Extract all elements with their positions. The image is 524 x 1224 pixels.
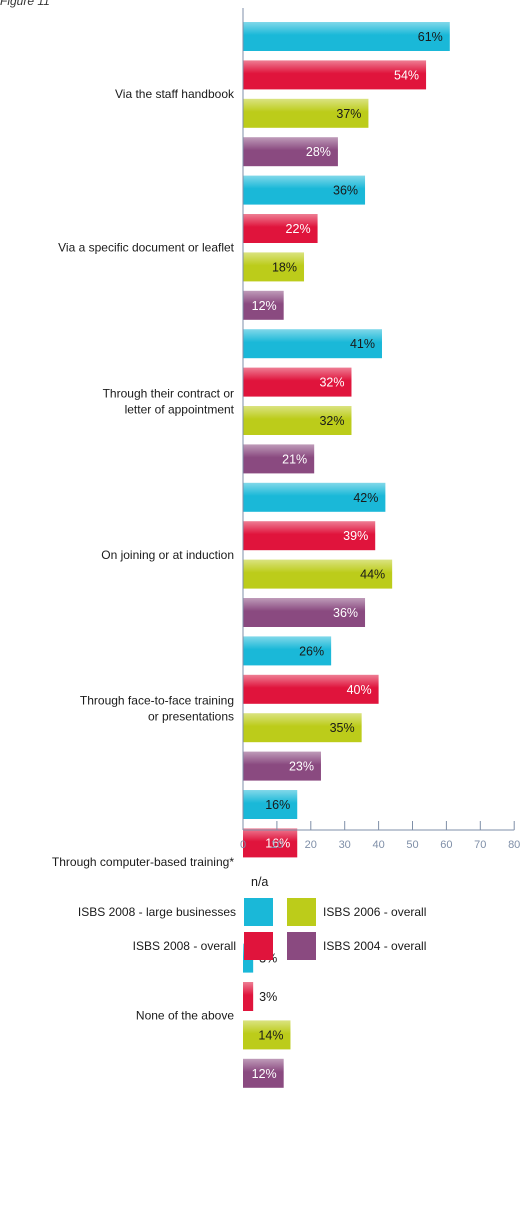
figure-label: Figure 11 xyxy=(0,0,50,8)
bar xyxy=(243,444,315,474)
data-label: 12% xyxy=(252,299,277,313)
legend-label: ISBS 2008 - overall xyxy=(133,939,236,953)
bar xyxy=(243,521,376,551)
bar xyxy=(243,482,386,512)
data-label: 21% xyxy=(282,452,307,466)
data-label: 32% xyxy=(319,414,344,428)
bar xyxy=(243,329,382,359)
category-label: Through face-to-face training xyxy=(80,694,234,708)
bar xyxy=(243,674,379,704)
legend-swatch xyxy=(244,898,273,926)
bar xyxy=(243,252,305,282)
data-label: 32% xyxy=(319,376,344,390)
bar xyxy=(243,828,298,858)
x-tick-label: 70 xyxy=(474,839,486,851)
category-labels: Via the staff handbook Via a specific doc… xyxy=(52,87,235,1023)
x-tick-label: 50 xyxy=(406,839,418,851)
legend: ISBS 2008 - large businesses ISBS 2008 - … xyxy=(78,898,426,960)
x-tick-label: 80 xyxy=(508,839,520,851)
data-label: 36% xyxy=(333,184,358,198)
x-axis: 0 10 20 30 40 50 60 70 80 xyxy=(240,8,520,851)
legend-label: ISBS 2008 - large businesses xyxy=(78,905,236,919)
bar xyxy=(243,367,352,397)
bar xyxy=(243,1020,291,1050)
bar xyxy=(243,98,369,128)
legend-swatch xyxy=(244,932,273,960)
data-label: 42% xyxy=(353,491,378,505)
bar xyxy=(243,713,362,743)
category-label: Through their contract or xyxy=(103,386,234,400)
data-label: 61% xyxy=(418,30,443,44)
data-label: 54% xyxy=(394,68,419,82)
data-label: 39% xyxy=(343,529,368,543)
data-label: 23% xyxy=(289,760,314,774)
bar xyxy=(243,60,427,90)
bar xyxy=(243,406,352,435)
x-tick-label: 0 xyxy=(240,839,246,851)
bar xyxy=(243,559,393,589)
x-tick-label: 30 xyxy=(339,839,351,851)
category-label: Via a specific document or leaflet xyxy=(58,241,235,255)
bar xyxy=(243,982,254,1011)
legend-swatch xyxy=(287,898,316,926)
data-label: 28% xyxy=(306,145,331,159)
category-label: letter of appointment xyxy=(125,402,235,416)
data-label: 41% xyxy=(350,337,375,351)
x-tick-label: 60 xyxy=(440,839,452,851)
data-label: 37% xyxy=(336,107,361,121)
legend-label: ISBS 2004 - overall xyxy=(323,939,426,953)
category-label: Through computer-based training* xyxy=(52,855,234,869)
bar xyxy=(243,751,321,781)
legend-label: ISBS 2006 - overall xyxy=(323,905,426,919)
data-label: 36% xyxy=(333,606,358,620)
bar xyxy=(243,290,284,320)
bars: 61% 54% 37% 28% 36% 22% 18% 12% 41% 32% 32% 21% 42% 3… xyxy=(243,22,450,1088)
data-label: 18% xyxy=(272,260,297,274)
bar xyxy=(243,1058,284,1088)
category-label: None of the above xyxy=(136,1009,234,1023)
category-label: or presentations xyxy=(148,710,234,724)
data-label: 22% xyxy=(286,222,311,236)
data-label: 3% xyxy=(259,990,277,1004)
x-tick-label: 10 xyxy=(271,839,283,851)
bar xyxy=(243,175,366,205)
data-label: 44% xyxy=(360,568,385,582)
data-label: 40% xyxy=(347,683,372,697)
bar xyxy=(243,137,338,167)
data-label: 26% xyxy=(299,644,324,658)
x-tick-label: 40 xyxy=(372,839,384,851)
data-label: n/a xyxy=(251,875,268,889)
x-tick-label: 20 xyxy=(305,839,317,851)
category-label: Via the staff handbook xyxy=(115,87,235,101)
legend-swatch xyxy=(287,932,316,960)
data-label: 12% xyxy=(252,1067,277,1081)
bar xyxy=(243,22,450,51)
bar xyxy=(243,214,318,243)
data-label: 14% xyxy=(258,1028,283,1042)
data-label: 16% xyxy=(265,836,290,850)
bar xyxy=(243,790,298,819)
category-label: On joining or at induction xyxy=(101,548,234,562)
bar xyxy=(243,636,332,666)
data-label: 35% xyxy=(330,721,355,735)
data-label: 16% xyxy=(265,798,290,812)
bar xyxy=(243,598,366,627)
